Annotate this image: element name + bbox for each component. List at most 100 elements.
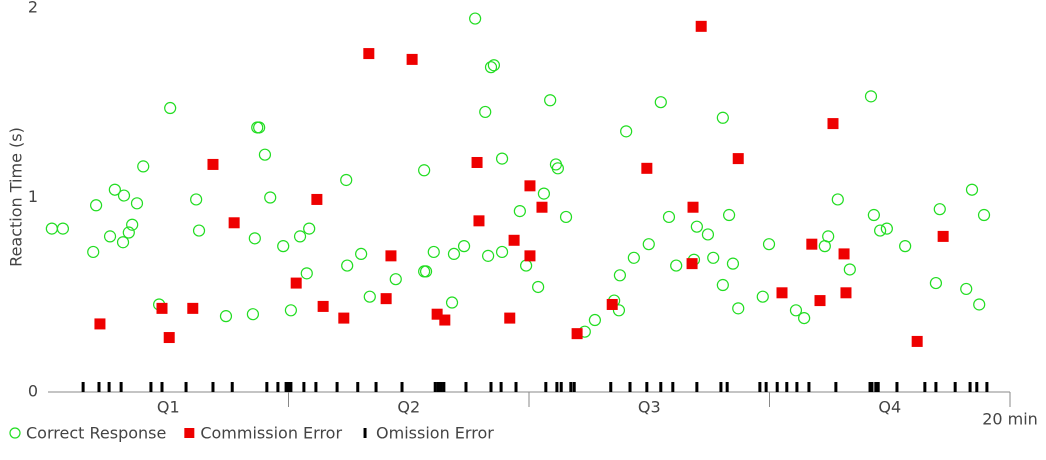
- commission-point: [571, 328, 583, 340]
- quarter-label: Q1: [157, 398, 180, 417]
- correct-point: [732, 302, 745, 315]
- commission-point: [606, 298, 618, 310]
- correct-point: [293, 230, 307, 243]
- omission-mark: [645, 382, 649, 392]
- correct-point: [670, 259, 683, 272]
- correct-point: [537, 187, 551, 200]
- omission-mark: [284, 382, 288, 392]
- commission-point: [814, 295, 826, 307]
- correct-point: [899, 240, 912, 253]
- correct-point: [716, 278, 729, 292]
- omission-mark: [436, 382, 440, 392]
- commission-point: [911, 335, 923, 347]
- correct-point: [355, 247, 368, 261]
- omission-mark: [81, 382, 85, 392]
- omission-mark: [671, 382, 675, 392]
- correct-point: [457, 240, 471, 253]
- omission-mark: [442, 382, 446, 392]
- omission-mark: [119, 382, 123, 392]
- correct-point: [130, 197, 144, 210]
- commission-point: [473, 215, 485, 227]
- correct-point: [248, 232, 261, 245]
- omission-mark: [834, 382, 838, 392]
- quarter-label: Q3: [638, 398, 661, 417]
- correct-point: [192, 224, 206, 237]
- correct-point: [219, 310, 233, 323]
- commission-point: [317, 300, 329, 312]
- quarter-label: Q2: [397, 398, 420, 417]
- correct-point: [484, 61, 498, 74]
- omission-mark: [968, 382, 972, 392]
- correct-point: [701, 228, 715, 241]
- omission-mark: [559, 382, 563, 392]
- omission-mark: [489, 382, 493, 392]
- omission-mark: [230, 382, 234, 392]
- correct-point: [447, 247, 461, 261]
- correct-point: [253, 121, 266, 134]
- correct-point: [726, 257, 740, 270]
- commission-point: [937, 230, 949, 242]
- commission-point: [156, 302, 168, 314]
- omission-mark: [874, 382, 878, 392]
- commission-point: [94, 318, 106, 330]
- omission-mark: [695, 382, 699, 392]
- legend-marker: [9, 427, 21, 439]
- legend-marker: [363, 428, 367, 438]
- correct-point: [822, 230, 835, 243]
- correct-point: [300, 267, 313, 280]
- legend-label: Correct Response: [26, 424, 166, 443]
- correct-point: [867, 208, 880, 222]
- commission-point: [536, 201, 548, 213]
- omission-mark: [276, 382, 280, 392]
- legend-label: Omission Error: [376, 424, 494, 443]
- correct-point: [284, 304, 298, 317]
- omission-mark: [807, 382, 811, 392]
- correct-point: [122, 226, 135, 239]
- omission-mark: [107, 382, 111, 392]
- y-axis-label: Reaction Time (s): [7, 127, 26, 267]
- correct-point: [45, 222, 58, 235]
- omission-mark: [975, 382, 979, 392]
- commission-point: [228, 217, 240, 229]
- correct-point: [495, 152, 509, 165]
- commission-point: [687, 201, 699, 213]
- commission-point: [439, 314, 451, 326]
- commission-point: [207, 158, 219, 170]
- omission-mark: [758, 382, 762, 392]
- omission-mark: [870, 382, 874, 392]
- quarter-label: Q4: [878, 398, 901, 417]
- commission-point: [406, 53, 418, 65]
- correct-point: [103, 230, 117, 243]
- correct-point: [340, 173, 353, 187]
- correct-point: [880, 222, 893, 235]
- omission-mark: [555, 382, 559, 392]
- correct-point: [258, 148, 272, 161]
- omission-mark: [895, 382, 899, 392]
- commission-point: [806, 238, 818, 250]
- correct-point: [303, 222, 316, 235]
- omission-mark: [400, 382, 404, 392]
- correct-point: [627, 251, 640, 264]
- commission-point: [508, 234, 520, 246]
- correct-point: [551, 162, 564, 175]
- omission-mark: [659, 382, 663, 392]
- correct-point: [264, 191, 277, 204]
- omission-mark: [356, 382, 360, 392]
- commission-point: [524, 250, 536, 262]
- commission-point: [187, 302, 199, 314]
- correct-point: [487, 59, 500, 72]
- omission-mark: [374, 382, 378, 392]
- correct-point: [427, 245, 440, 259]
- omission-mark: [785, 382, 789, 392]
- omission-mark: [719, 382, 723, 392]
- correct-point: [588, 313, 601, 327]
- correct-point: [654, 96, 667, 109]
- omission-mark: [160, 382, 164, 392]
- correct-point: [642, 238, 655, 251]
- commission-point: [827, 118, 839, 130]
- correct-point: [164, 101, 177, 115]
- omission-mark: [286, 382, 290, 392]
- correct-point: [116, 236, 130, 249]
- correct-point: [89, 199, 103, 212]
- correct-point: [469, 12, 482, 25]
